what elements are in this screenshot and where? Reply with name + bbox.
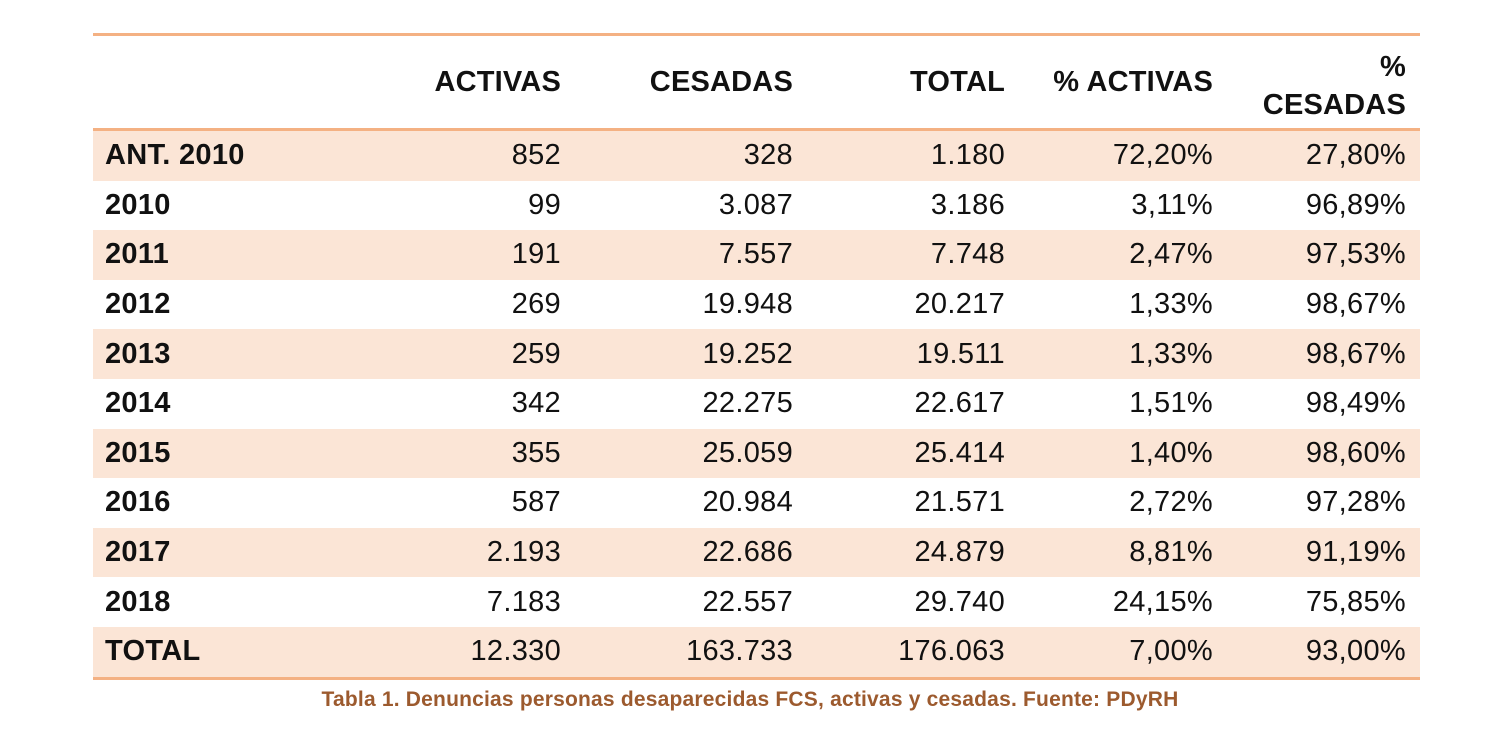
cell-cesadas: 20.984 bbox=[702, 486, 793, 519]
cell-total: 19.511 bbox=[807, 329, 1019, 379]
row-label: 2014 bbox=[105, 387, 171, 420]
cell-cesadas: 19.948 bbox=[702, 288, 793, 321]
cell-total: 24.879 bbox=[807, 527, 1019, 578]
cell-pct-activas: 72,20% bbox=[1019, 129, 1227, 181]
cell-total: 3.186 bbox=[930, 188, 1005, 221]
cell-activas: 259 bbox=[313, 329, 575, 379]
header-pct-cesadas-line1: % bbox=[1380, 51, 1406, 83]
row-label: 2012 bbox=[105, 288, 171, 321]
row-label: ANT. 2010 bbox=[93, 129, 313, 181]
cell-total: 20.217 bbox=[914, 288, 1005, 321]
header-cesadas: CESADAS bbox=[649, 65, 793, 98]
cell-activas: 269 bbox=[511, 288, 561, 321]
header-total: TOTAL bbox=[910, 65, 1005, 98]
cell-pct-cesadas: 93,00% bbox=[1227, 626, 1420, 679]
cell-pct-cesadas: 91,19% bbox=[1227, 527, 1420, 578]
cell-cesadas: 3.087 bbox=[718, 188, 793, 221]
header-corner bbox=[93, 35, 313, 130]
table-row: 2014 342 22.275 22.617 1,51% 98,49% bbox=[93, 379, 1420, 429]
cell-pct-cesadas: 98,67% bbox=[1227, 329, 1420, 379]
row-label: 2016 bbox=[105, 486, 171, 519]
table-row: 2010 99 3.087 3.186 3,11% 96,89% bbox=[93, 181, 1420, 231]
cell-pct-activas: 2,72% bbox=[1129, 486, 1213, 519]
row-label: 2017 bbox=[93, 527, 313, 578]
cell-pct-cesadas: 96,89% bbox=[1305, 188, 1406, 221]
table-row: 2012 269 19.948 20.217 1,33% 98,67% bbox=[93, 280, 1420, 330]
table-row: 2018 7.183 22.557 29.740 24,15% 75,85% bbox=[93, 577, 1420, 627]
table-body: ANT. 2010 852 328 1.180 72,20% 27,80% 2010 99 3.… bbox=[93, 129, 1420, 679]
table-row: 2013 259 19.252 19.511 1,33% 98,67% bbox=[93, 329, 1420, 379]
cell-pct-cesadas: 97,53% bbox=[1227, 230, 1420, 280]
cell-cesadas: 25.059 bbox=[575, 428, 807, 479]
cell-cesadas: 22.557 bbox=[702, 585, 793, 618]
cell-total: 176.063 bbox=[807, 626, 1019, 679]
cell-pct-cesadas: 27,80% bbox=[1227, 129, 1420, 181]
table-row: 2011 191 7.557 7.748 2,47% 97,53% bbox=[93, 230, 1420, 280]
cell-pct-cesadas: 75,85% bbox=[1305, 585, 1406, 618]
table-caption: Tabla 1. Denuncias personas desaparecida… bbox=[321, 688, 1179, 711]
cell-activas: 7.183 bbox=[486, 585, 561, 618]
cell-pct-activas: 7,00% bbox=[1019, 626, 1227, 679]
header-pct-cesadas: % CESADAS bbox=[1227, 35, 1420, 130]
row-label: 2013 bbox=[93, 329, 313, 379]
table-row: 2015 355 25.059 25.414 1,40% 98,60% bbox=[93, 428, 1420, 479]
cell-cesadas: 328 bbox=[575, 129, 807, 181]
cell-total: 22.617 bbox=[914, 387, 1005, 420]
cell-total: 7.748 bbox=[807, 230, 1019, 280]
row-label: TOTAL bbox=[93, 626, 313, 679]
table-row: TOTAL 12.330 163.733 176.063 7,00% 93,00% bbox=[93, 626, 1420, 679]
table-header: ACTIVAS CESADAS TOTAL % ACTIVAS % CESADAS bbox=[93, 34, 1420, 130]
header-pct-activas: % ACTIVAS bbox=[1053, 65, 1213, 98]
row-label: 2015 bbox=[93, 428, 313, 479]
cell-cesadas: 22.686 bbox=[575, 527, 807, 578]
cell-activas: 852 bbox=[313, 129, 575, 181]
cell-activas: 2.193 bbox=[313, 527, 575, 578]
cell-pct-cesadas: 98,60% bbox=[1227, 428, 1420, 479]
cell-pct-activas: 1,40% bbox=[1019, 428, 1227, 479]
cell-total: 25.414 bbox=[807, 428, 1019, 479]
header-activas: ACTIVAS bbox=[434, 65, 561, 98]
row-label: 2011 bbox=[93, 230, 313, 280]
table-row: ANT. 2010 852 328 1.180 72,20% 27,80% bbox=[93, 129, 1420, 181]
cell-cesadas: 22.275 bbox=[702, 387, 793, 420]
cell-activas: 99 bbox=[528, 188, 561, 221]
cell-activas: 342 bbox=[511, 387, 561, 420]
cell-activas: 12.330 bbox=[313, 626, 575, 679]
header-row: ACTIVAS CESADAS TOTAL % ACTIVAS % CESADAS bbox=[93, 34, 1420, 130]
cell-pct-activas: 3,11% bbox=[1131, 188, 1213, 221]
cell-cesadas: 19.252 bbox=[575, 329, 807, 379]
cell-pct-cesadas: 97,28% bbox=[1305, 486, 1406, 519]
cell-pct-activas: 1,33% bbox=[1129, 288, 1213, 321]
header-pct-cesadas-line2: CESADAS bbox=[1262, 89, 1406, 121]
cell-cesadas: 7.557 bbox=[575, 230, 807, 280]
cell-activas: 191 bbox=[313, 230, 575, 280]
cell-pct-activas: 1,33% bbox=[1019, 329, 1227, 379]
cell-pct-activas: 8,81% bbox=[1019, 527, 1227, 578]
cell-pct-cesadas: 98,49% bbox=[1305, 387, 1406, 420]
cell-pct-activas: 1,51% bbox=[1129, 387, 1213, 420]
cell-activas: 587 bbox=[511, 486, 561, 519]
cell-total: 29.740 bbox=[914, 585, 1005, 618]
table-row: 2017 2.193 22.686 24.879 8,81% 91,19% bbox=[93, 527, 1420, 578]
table-row: 2016 587 20.984 21.571 2,72% 97,28% bbox=[93, 478, 1420, 528]
data-table-container: ACTIVAS CESADAS TOTAL % ACTIVAS % CESADAS… bbox=[93, 33, 1420, 680]
cell-pct-activas: 24,15% bbox=[1112, 585, 1213, 618]
row-label: 2018 bbox=[105, 585, 171, 618]
cell-pct-activas: 2,47% bbox=[1019, 230, 1227, 280]
cell-pct-cesadas: 98,67% bbox=[1305, 288, 1406, 321]
cell-total: 1.180 bbox=[807, 129, 1019, 181]
missing-persons-table: ACTIVAS CESADAS TOTAL % ACTIVAS % CESADAS… bbox=[93, 33, 1420, 680]
cell-cesadas: 163.733 bbox=[575, 626, 807, 679]
row-label: 2010 bbox=[105, 188, 171, 221]
cell-activas: 355 bbox=[313, 428, 575, 479]
cell-total: 21.571 bbox=[914, 486, 1005, 519]
